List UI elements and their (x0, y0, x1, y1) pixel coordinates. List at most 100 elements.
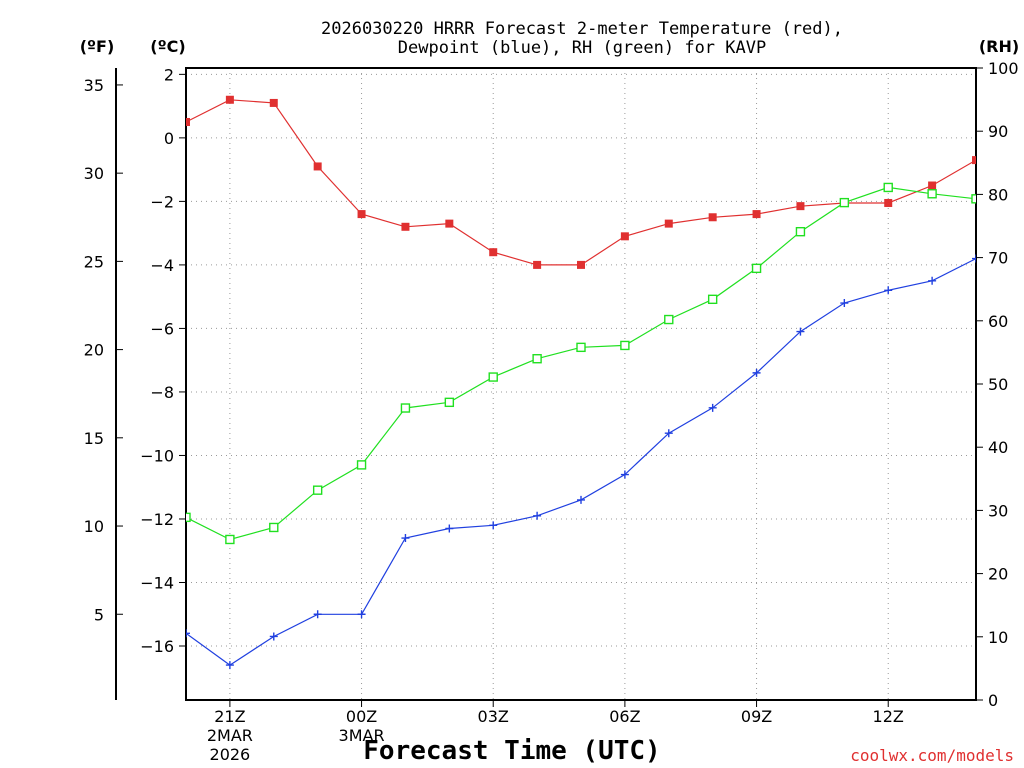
rh-tick-label: 50 (988, 375, 1008, 394)
celsius-tick-label: 2 (164, 65, 174, 84)
celsius-tick-label: −6 (150, 319, 174, 338)
x-tick-label: 21Z (214, 707, 245, 726)
fahrenheit-tick-label: 30 (84, 164, 104, 183)
dewpoint-point (796, 327, 805, 336)
credit-text: coolwx.com/models (850, 746, 1014, 765)
dewpoint-point (357, 610, 366, 619)
rh-point (312, 485, 323, 495)
x-date-label: 2MAR (207, 726, 253, 745)
dewpoint-point (313, 610, 322, 619)
temperature-point (664, 219, 673, 228)
celsius-tick-label: −14 (140, 573, 174, 592)
fahrenheit-tick-label: 10 (84, 517, 104, 536)
dewpoint-point (664, 429, 673, 438)
axes: 20−2−4−6−8−10−12−14−16353025201510510090… (84, 59, 1019, 764)
rh-point (444, 397, 455, 408)
temperature-line (186, 99, 976, 266)
celsius-tick-label: −4 (150, 256, 174, 275)
temperature-point (796, 202, 805, 211)
dewpoint-point (186, 629, 190, 638)
dewpoint-point (269, 632, 278, 641)
series-group (186, 95, 976, 670)
rh-point (400, 403, 411, 413)
rh-point (620, 340, 630, 351)
rh-point (883, 182, 893, 193)
rh-point (225, 534, 235, 545)
grid-lines (186, 68, 976, 700)
x-year-label: 2026 (210, 745, 251, 764)
dewpoint-point (972, 254, 976, 263)
celsius-tick-label: 0 (164, 129, 174, 148)
temperature-point (357, 210, 366, 219)
rh-point (707, 294, 718, 305)
fahrenheit-tick-label: 5 (94, 605, 104, 624)
rh-point (839, 197, 850, 208)
rh-point (576, 342, 586, 353)
rh-unit-label: (RH) (979, 37, 1019, 56)
temperature-point (489, 248, 498, 257)
temperature-point (577, 260, 585, 269)
rh-tick-label: 30 (988, 501, 1008, 520)
dewpoint-point (884, 286, 893, 295)
x-date-label: 3MAR (339, 726, 385, 745)
celsius-unit-label: (ºC) (150, 37, 185, 56)
chart-title-line2: Dewpoint (blue), RH (green) for KAVP (398, 38, 766, 58)
temperature-point (269, 98, 278, 107)
fahrenheit-tick-label: 15 (84, 429, 104, 448)
temperature-point (972, 156, 976, 165)
temperature-point (313, 162, 322, 171)
x-tick-label: 06Z (609, 707, 640, 726)
x-axis-label: Forecast Time (UTC) (363, 736, 660, 766)
dewpoint-point (445, 524, 454, 533)
dewpoint-point (577, 495, 585, 504)
x-tick-label: 12Z (873, 707, 904, 726)
dewpoint-point (708, 403, 717, 412)
temperature-point (884, 198, 893, 207)
rh-point (971, 194, 976, 204)
x-tick-label: 09Z (741, 707, 772, 726)
rh-tick-label: 60 (988, 312, 1008, 331)
dewpoint-point (620, 470, 629, 479)
x-tick-label: 03Z (478, 707, 509, 726)
rh-point (488, 372, 498, 382)
rh-tick-label: 0 (988, 691, 998, 710)
dewpoint-line (186, 258, 976, 666)
temperature-point (928, 181, 937, 190)
temperature-point (225, 95, 234, 104)
temperature-point (445, 219, 454, 228)
rh-point (751, 263, 762, 274)
dewpoint-point (752, 368, 761, 377)
dewpoint-point (489, 521, 498, 530)
rh-tick-label: 100 (988, 59, 1019, 78)
rh-point (186, 512, 191, 523)
rh-tick-label: 70 (988, 249, 1008, 268)
rh-point (664, 314, 674, 325)
rh-point (532, 354, 542, 364)
temperature-point (752, 210, 761, 219)
rh-point (795, 226, 806, 237)
celsius-tick-label: −8 (150, 383, 174, 402)
rh-line (186, 186, 976, 541)
dewpoint-point (928, 276, 937, 285)
rh-tick-label: 80 (988, 185, 1008, 204)
data-series (186, 95, 976, 670)
dewpoint-point (840, 299, 849, 308)
rh-point (269, 522, 279, 533)
temperature-point (533, 260, 542, 269)
rh-point (927, 189, 937, 199)
celsius-tick-label: −10 (140, 446, 174, 465)
celsius-tick-label: −16 (140, 637, 174, 656)
x-tick-label: 00Z (346, 707, 377, 726)
dewpoint-point (225, 661, 234, 670)
rh-tick-label: 40 (988, 438, 1008, 457)
chart-title-line1: 2026030220 HRRR Forecast 2-meter Tempera… (321, 19, 843, 39)
fahrenheit-tick-label: 35 (84, 76, 104, 95)
temperature-point (620, 232, 629, 241)
celsius-tick-label: −2 (150, 192, 174, 211)
fahrenheit-tick-label: 20 (84, 341, 104, 360)
rh-tick-label: 90 (988, 122, 1008, 141)
fahrenheit-tick-label: 25 (84, 252, 104, 271)
temperature-point (186, 117, 190, 126)
celsius-tick-label: −12 (140, 510, 174, 529)
dewpoint-point (533, 511, 542, 520)
